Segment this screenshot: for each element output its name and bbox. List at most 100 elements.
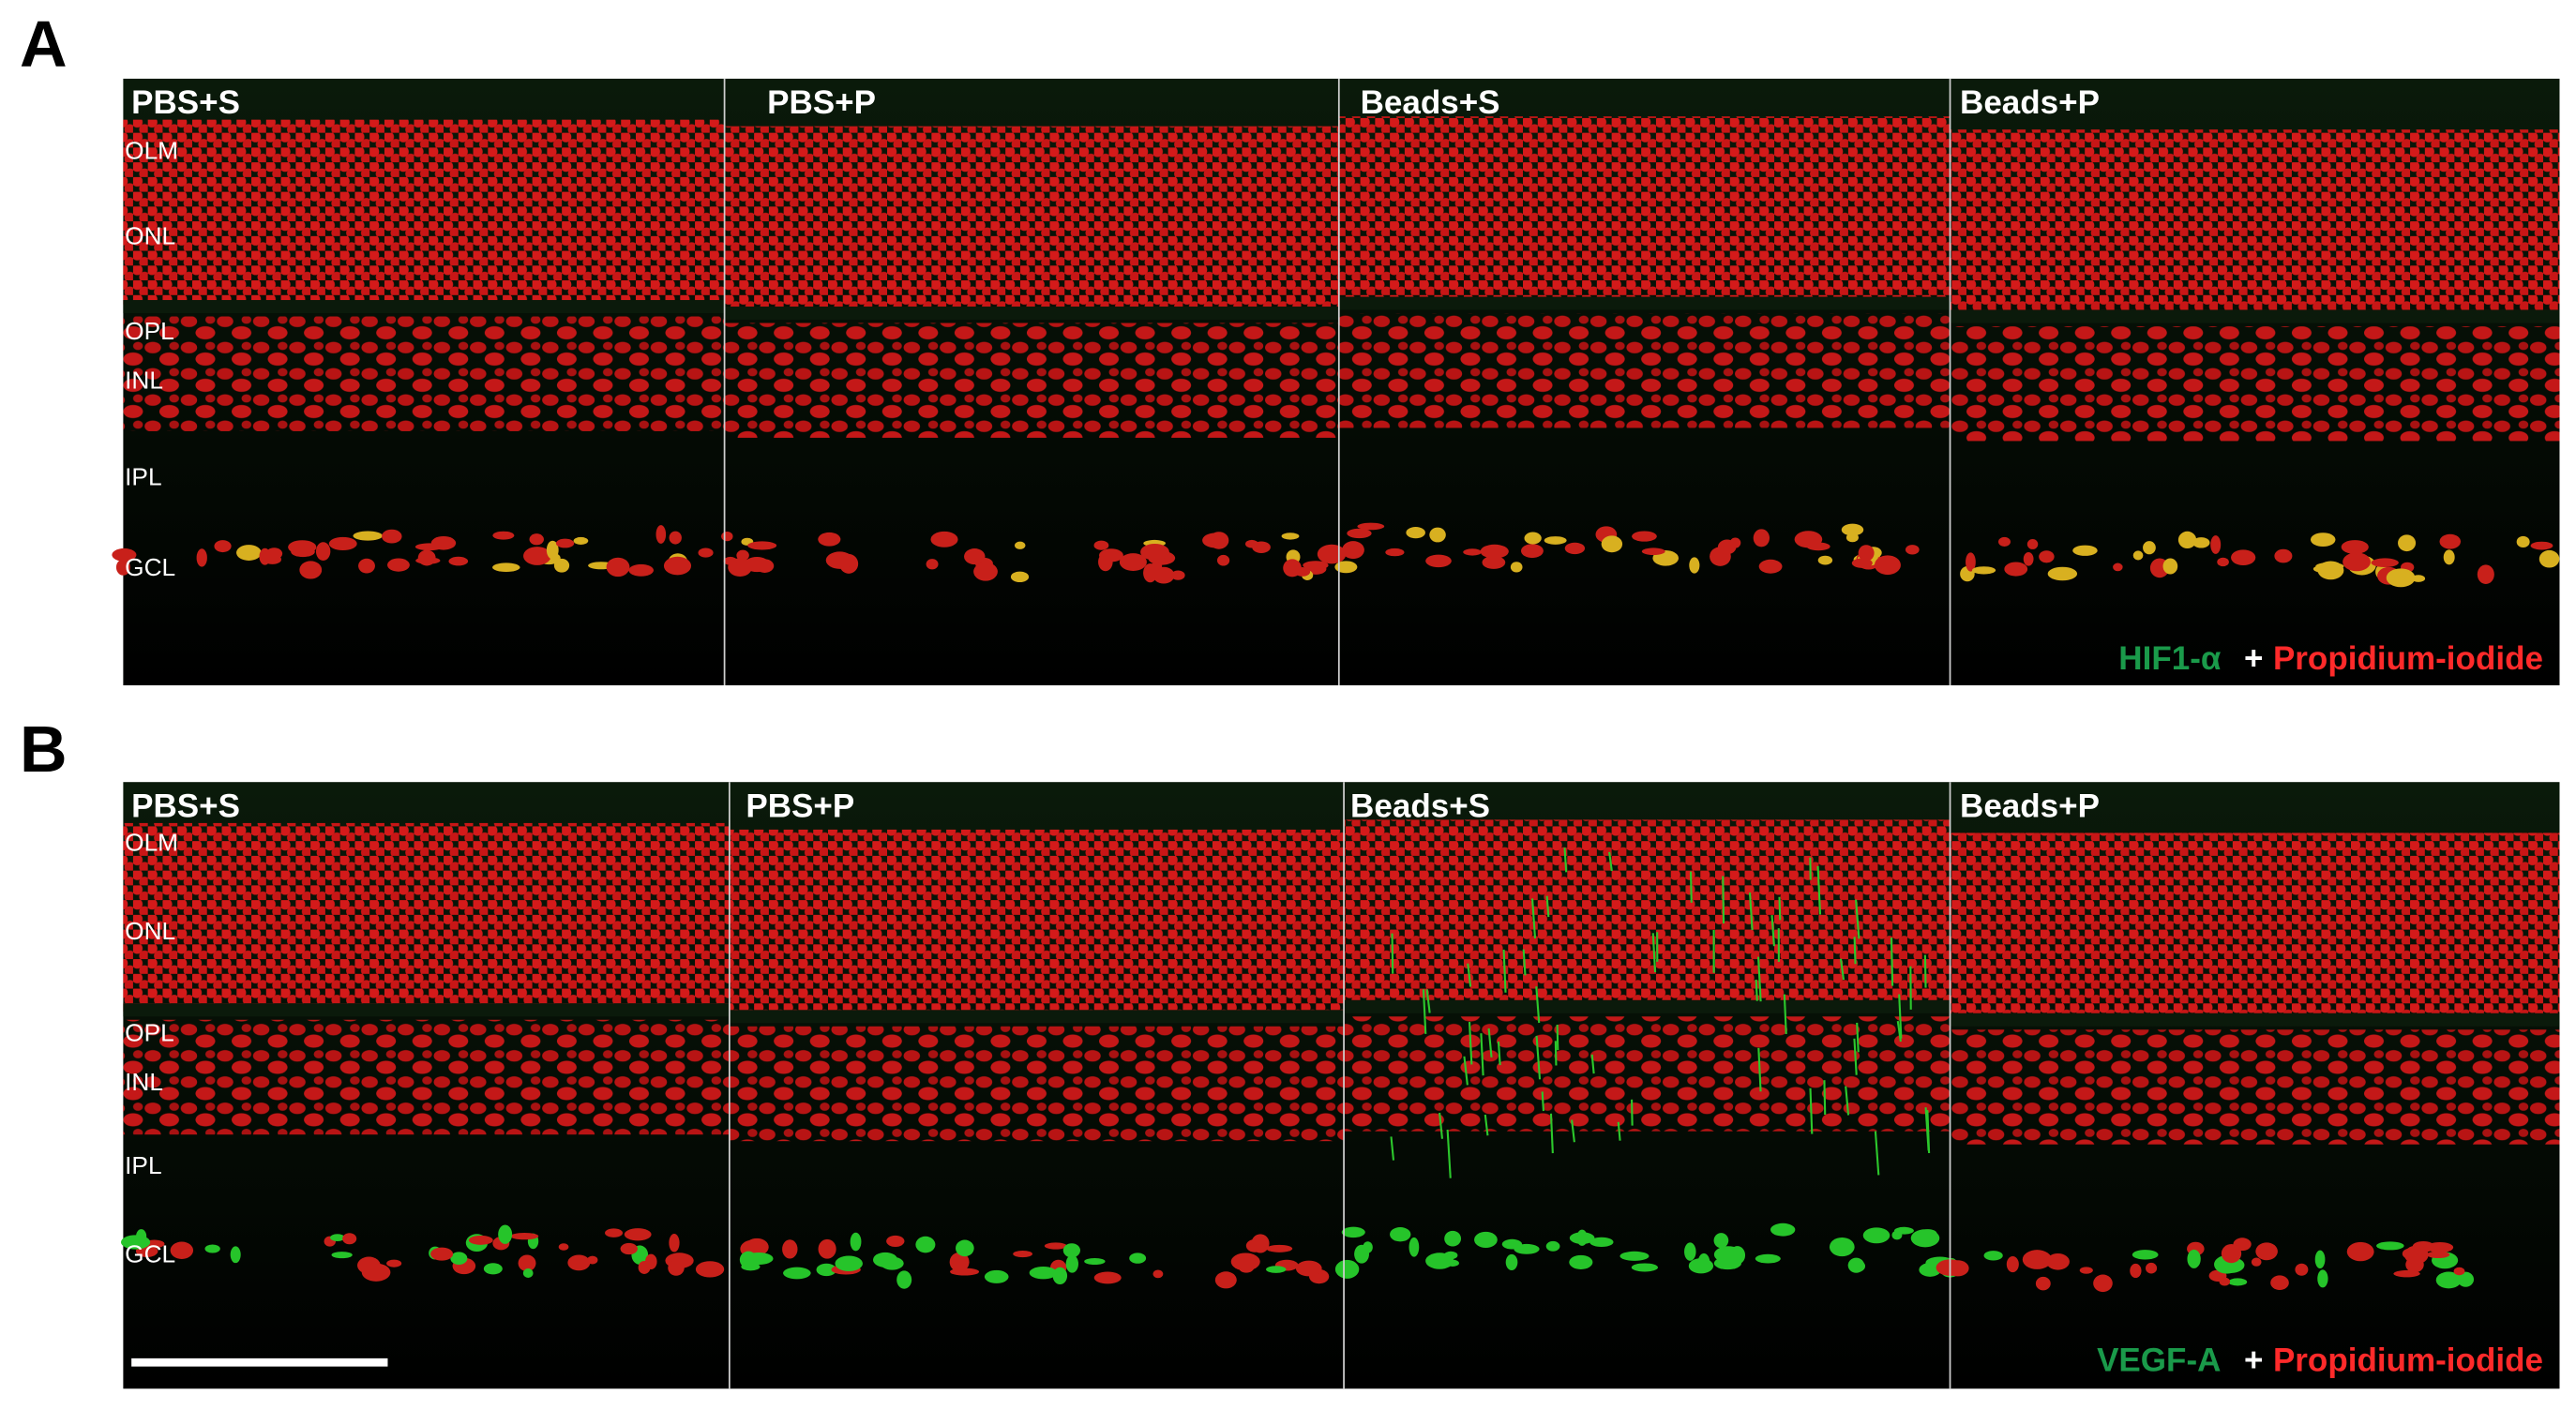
gcl-cell (2315, 562, 2344, 571)
gcl-cell (1905, 545, 1920, 555)
gcl-cell (606, 557, 630, 578)
gcl-cell (644, 1253, 657, 1269)
onl-layer (1950, 129, 2560, 319)
gcl-cell (342, 1233, 357, 1245)
gcl-cell (1480, 544, 1509, 559)
gcl-cell (2398, 534, 2417, 552)
gcl-cell (2187, 1249, 2201, 1268)
gcl-cell (721, 532, 733, 542)
gcl-cell (1425, 1252, 1454, 1269)
gcl-cell (2132, 550, 2144, 561)
micrograph (112, 119, 725, 579)
muller-fiber (1390, 1136, 1395, 1161)
gcl-cell (1910, 1229, 1940, 1248)
gcl-cell (196, 548, 207, 567)
gcl-cell (1806, 542, 1830, 551)
gcl-cell (782, 1239, 798, 1259)
muller-fiber (1845, 1086, 1850, 1116)
gcl-cell (755, 559, 775, 573)
gcl-cell (736, 549, 749, 562)
gcl-cell (2046, 1252, 2070, 1270)
gcl-cell (1099, 548, 1123, 562)
gcl-cell (523, 547, 551, 565)
muller-fiber (1617, 1121, 1621, 1141)
gcl-cell (973, 562, 998, 581)
gcl-cell (669, 1234, 680, 1252)
gcl-cell (926, 559, 939, 570)
gcl-cell (120, 1235, 151, 1250)
muller-fiber (1549, 1113, 1554, 1154)
gcl-cell (448, 556, 469, 566)
gcl-cell (510, 1233, 539, 1240)
gcl-cell (387, 558, 410, 572)
gcl-cell (896, 1270, 912, 1289)
inl-layer (123, 316, 725, 431)
gcl-cell (2516, 535, 2530, 548)
stain-name: Propidium-iodide (2273, 1342, 2543, 1379)
muller-fiber (1756, 956, 1762, 1002)
gcl-cell (204, 1244, 220, 1253)
muller-fiber (1487, 1028, 1493, 1058)
layer-label: INL (125, 1068, 163, 1096)
muller-fiber (1563, 848, 1568, 873)
gcl-cell (1334, 1259, 1360, 1279)
gcl-cell (2039, 550, 2055, 563)
gcl-cell (1294, 567, 1311, 577)
gcl-cell (1755, 1253, 1781, 1264)
gcl-cell (1429, 527, 1446, 543)
gcl-cell (358, 558, 375, 574)
muller-fiber (1898, 994, 1903, 1039)
gcl-cell (1619, 1251, 1650, 1261)
gcl-cell (112, 548, 137, 562)
column-title: Beads+S (1350, 788, 1490, 824)
gcl-cell (1966, 552, 1976, 572)
onl-layer (123, 119, 725, 308)
gcl-cell (492, 562, 520, 573)
opl-gap (724, 307, 1339, 321)
gcl-cell (698, 548, 714, 558)
gcl-cell (1817, 555, 1833, 565)
column-title: PBS+S (131, 788, 240, 824)
gcl-cell (522, 1268, 534, 1279)
inl-layer (1344, 1016, 1951, 1132)
gcl-cell (2221, 1244, 2242, 1264)
layer-label: INL (125, 366, 163, 394)
muller-fiber (1923, 954, 1927, 988)
muller-fiber (1896, 1020, 1902, 1042)
gcl-cell (2255, 1242, 2278, 1261)
inl-layer (123, 1019, 730, 1135)
gcl-cell (2371, 558, 2399, 567)
gcl-cell (1847, 1257, 1865, 1273)
opl-gap (123, 300, 725, 314)
gcl-cell (1303, 561, 1329, 570)
muller-fiber (1631, 1099, 1634, 1126)
gcl-cell (1589, 1237, 1614, 1247)
panel-letter: B (20, 712, 68, 786)
gcl-cell (353, 531, 383, 541)
layer-label: OLM (125, 137, 178, 165)
gcl-cell (1209, 532, 1229, 549)
gcl-cell (2530, 541, 2553, 550)
onl-layer (729, 829, 1345, 1019)
inl-layer (724, 322, 1339, 438)
gcl-cell (964, 548, 986, 565)
gcl-cell (1874, 555, 1901, 576)
gcl-cell (230, 1246, 241, 1264)
gcl-cell (1266, 1244, 1293, 1252)
gcl-cell (2035, 1276, 2051, 1291)
gcl-cell (695, 1261, 725, 1278)
gcl-cell (1347, 528, 1372, 539)
gcl-cell (1084, 1258, 1106, 1266)
gcl-cell (1770, 1222, 1796, 1237)
micrograph (1936, 832, 2560, 1293)
gcl-cell (1357, 522, 1385, 531)
muller-fiber (1545, 895, 1550, 918)
gcl-cell (723, 556, 738, 565)
gcl-cell (2346, 1241, 2374, 1262)
gcl-cell (430, 1247, 454, 1261)
onl-layer (1344, 819, 1951, 1009)
muller-fiber (1535, 986, 1541, 1024)
gcl-cell (886, 1235, 905, 1248)
gcl-cell (1010, 571, 1030, 583)
